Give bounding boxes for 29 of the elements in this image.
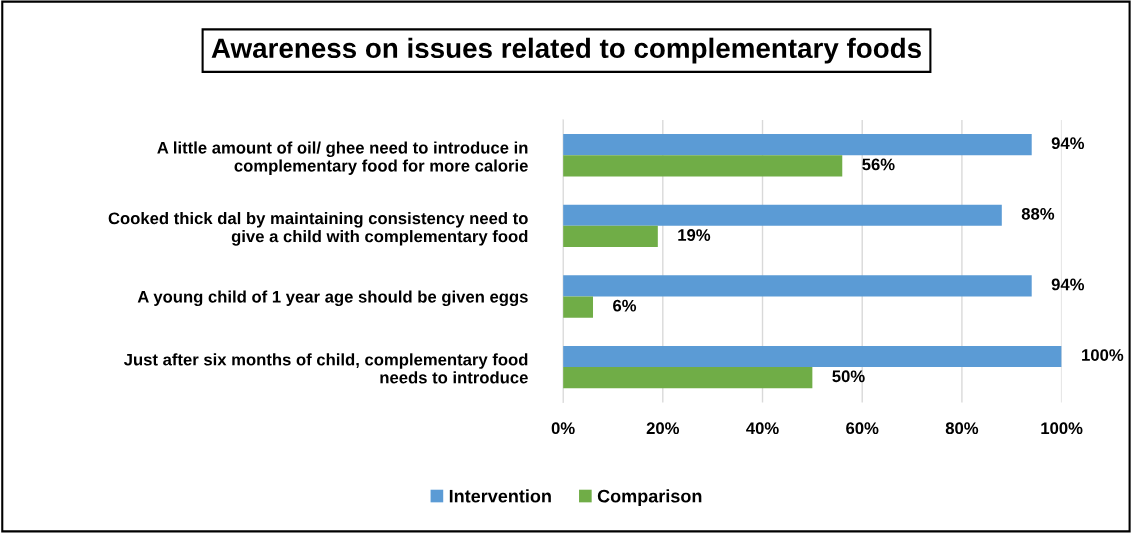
data-label: 88% bbox=[1021, 207, 1055, 220]
x-tick-label: 80% bbox=[945, 422, 979, 435]
bar bbox=[563, 134, 1032, 156]
data-label: 56% bbox=[862, 158, 895, 171]
data-label: 94% bbox=[1051, 278, 1085, 291]
data-label: 50% bbox=[832, 370, 865, 383]
bar bbox=[563, 155, 843, 177]
bar bbox=[563, 296, 594, 318]
data-label: 6% bbox=[613, 299, 637, 312]
x-tick-label: 60% bbox=[846, 422, 879, 435]
bar bbox=[563, 225, 658, 248]
bar bbox=[563, 367, 813, 389]
legend-label: Intervention bbox=[449, 489, 551, 503]
y-tick-label: Just after six months of child, complementary food needs to introduce bbox=[123, 353, 528, 384]
bar bbox=[563, 204, 1002, 226]
y-tick-label: A young child of 1 year age should be given eggs bbox=[137, 290, 528, 307]
x-tick-label: 0% bbox=[551, 422, 575, 435]
y-tick-label: A little amount of oil/ ghee need to introduce in complementary food for more calorie bbox=[157, 141, 528, 175]
chart-title: Awareness on issues related to complementary foods bbox=[211, 37, 921, 64]
bar bbox=[563, 275, 1032, 297]
data-label: 19% bbox=[678, 229, 711, 241]
x-tick-label: 100% bbox=[1041, 422, 1083, 435]
legend-label: Comparison bbox=[597, 489, 702, 507]
data-label: 94% bbox=[1051, 137, 1085, 150]
data-label: 100% bbox=[1082, 349, 1124, 361]
bar bbox=[563, 345, 1062, 368]
y-tick-label: Cooked thick dal by maintaining consistency need to give a child with complementary food bbox=[108, 212, 528, 246]
x-tick-label: 40% bbox=[746, 422, 779, 435]
x-tick-label: 20% bbox=[646, 422, 680, 435]
